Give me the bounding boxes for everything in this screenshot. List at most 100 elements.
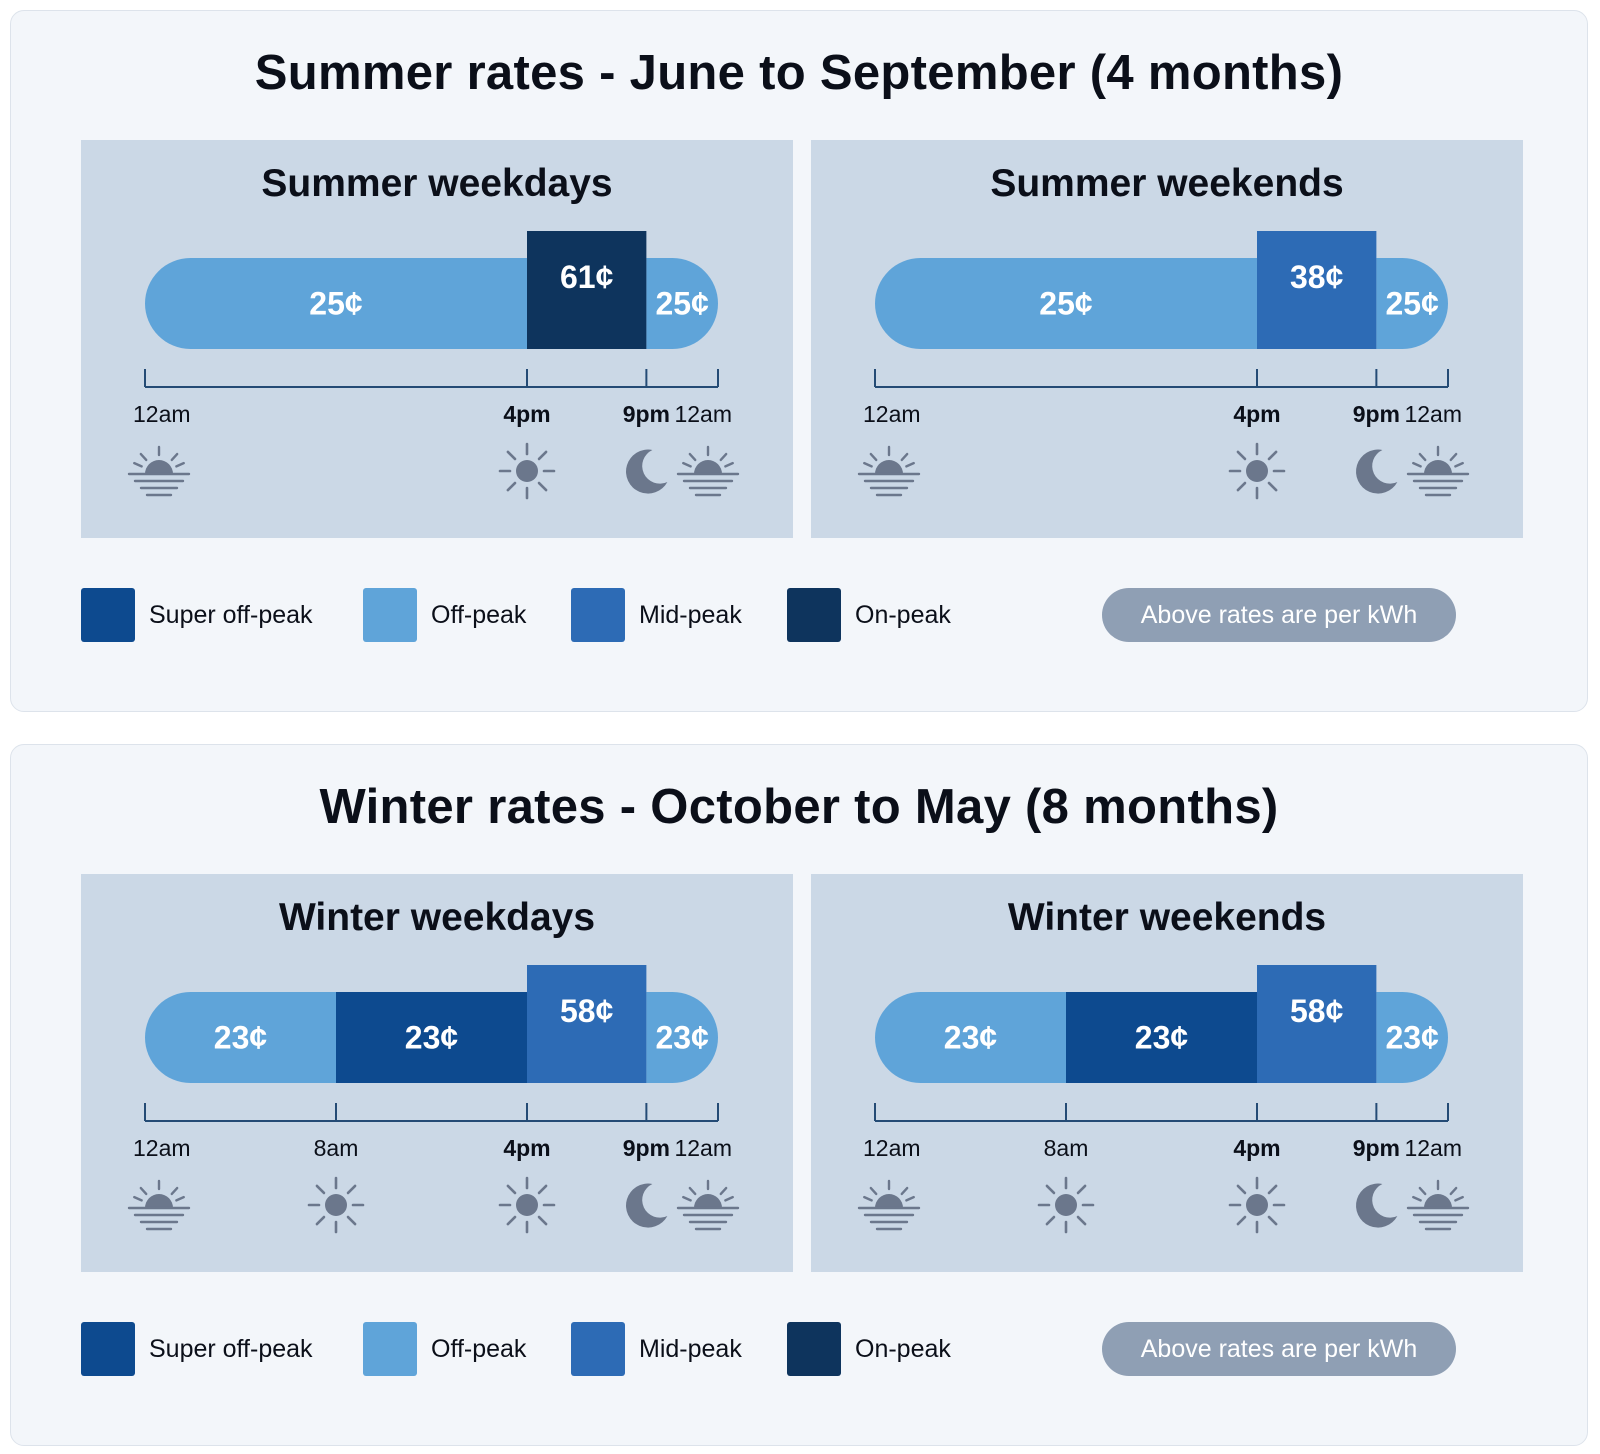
rate-label: 25¢: [309, 286, 363, 322]
legend-item-super-off-peak: Super off-peak: [81, 588, 313, 642]
rate-segment-mid-peak: [527, 965, 647, 1083]
rate-label: 23¢: [1385, 1020, 1439, 1056]
off-peak-swatch: [363, 588, 417, 642]
sun-icon: [498, 1176, 556, 1234]
summer-weekdays-panel: Summer weekdays 25¢ 61¢ 25¢ 12am 4pm 9pm 12am: [81, 140, 793, 538]
legend: Super off-peak Off-peak Mid-peak On-peak…: [81, 1322, 1587, 1376]
time-label: 8am: [1044, 1135, 1089, 1161]
rate-segment-super-off-peak: [336, 992, 527, 1083]
legend-item-mid-peak: Mid-peak: [571, 1322, 742, 1376]
rate-timeline: 23¢ 23¢58¢23¢12am 8am 4pm 9pm 12am: [857, 965, 1470, 1234]
time-label: 9pm: [623, 1135, 670, 1161]
season-title: Winter rates - October to May (8 months): [319, 780, 1279, 834]
sunrise-icon: [857, 445, 921, 497]
rate-label: 61¢: [560, 259, 614, 295]
rate-label: 23¢: [405, 1020, 459, 1056]
legend-item-off-peak: Off-peak: [363, 588, 526, 642]
time-label: 12am: [1404, 1135, 1462, 1161]
rate-segment-off-peak: [646, 992, 718, 1083]
time-label: 12am: [674, 1135, 732, 1161]
rate-label: 38¢: [1290, 259, 1344, 295]
sun-icon: [498, 442, 556, 500]
rate-label: 58¢: [560, 993, 614, 1029]
panel-title: Winter weekends: [1007, 896, 1327, 939]
on-peak-swatch: [787, 588, 841, 642]
rate-label: 25¢: [655, 286, 709, 322]
time-label: 4pm: [503, 401, 550, 427]
rate-segment-off-peak: [1376, 258, 1448, 349]
sunrise-icon: [1406, 1179, 1470, 1231]
time-label: 4pm: [1233, 1135, 1280, 1161]
rate-label: 23¢: [214, 1020, 268, 1056]
legend-item-on-peak: On-peak: [787, 588, 951, 642]
time-label: 4pm: [1233, 401, 1280, 427]
super-off-peak-swatch: [81, 1322, 135, 1376]
mid-peak-swatch: [571, 1322, 625, 1376]
rate-unit-note: Above rates are per kWh: [1102, 588, 1456, 642]
rate-bar: 23¢ 23¢ 58¢ 23¢: [875, 965, 1448, 1083]
rate-timeline: 25¢61¢25¢12am 4pm 9pm 12am: [127, 231, 740, 500]
legend-item-mid-peak: Mid-peak: [571, 588, 742, 642]
time-label: 12am: [863, 401, 921, 427]
legend-label: Off-peak: [431, 600, 527, 629]
time-axis: 12am 8am 4pm 9pm 12am: [133, 1103, 732, 1161]
rate-label: 23¢: [944, 1020, 998, 1056]
rate-bar: 23¢ 23¢ 58¢ 23¢: [145, 965, 718, 1083]
time-label: 12am: [133, 1135, 191, 1161]
time-label: 8am: [314, 1135, 359, 1161]
rate-segment-off-peak: [646, 258, 718, 349]
super-off-peak-swatch: [81, 588, 135, 642]
time-label: 9pm: [623, 401, 670, 427]
rate-timeline: 25¢38¢25¢12am 4pm 9pm 12am: [857, 231, 1470, 500]
legend-label: Off-peak: [431, 1334, 527, 1363]
time-axis: 12am 4pm 9pm 12am: [133, 369, 732, 427]
time-label: 9pm: [1353, 401, 1400, 427]
legend-item-on-peak: On-peak: [787, 1322, 951, 1376]
sunrise-icon: [676, 1179, 740, 1231]
winter-rates-section: Winter rates - October to May (8 months)…: [10, 744, 1588, 1446]
legend-label: On-peak: [855, 1334, 951, 1363]
sun-icon: [1228, 1176, 1286, 1234]
winter-weekends-panel: Winter weekends 23¢ 23¢ 58¢ 23¢ 12am 8am 4pm 9p…: [811, 874, 1523, 1272]
rate-segment-mid-peak: [1257, 965, 1377, 1083]
rate-label: 23¢: [655, 1020, 709, 1056]
rate-segment-super-off-peak: [1066, 992, 1257, 1083]
sunrise-icon: [127, 1179, 191, 1231]
rate-label: 23¢: [1135, 1020, 1189, 1056]
sunrise-icon: [676, 445, 740, 497]
summer-weekends-panel: Summer weekends 25¢ 38¢ 25¢ 12am 4pm 9pm 12am: [811, 140, 1523, 538]
rate-segment-off-peak: [875, 258, 1257, 349]
rate-segment-mid-peak: [1257, 231, 1377, 349]
rate-segment-off-peak: [145, 258, 527, 349]
moon-icon: [626, 449, 668, 494]
rate-label: 25¢: [1039, 286, 1093, 322]
legend-label: Mid-peak: [639, 600, 742, 629]
time-label: 12am: [674, 401, 732, 427]
panel-title: Winter weekdays: [278, 896, 596, 939]
legend: Super off-peak Off-peak Mid-peak On-peak…: [81, 588, 1587, 642]
season-title: Summer rates - June to September (4 mont…: [254, 46, 1344, 100]
off-peak-swatch: [363, 1322, 417, 1376]
rate-bar: 25¢ 61¢ 25¢: [145, 231, 718, 349]
sun-icon: [1037, 1176, 1095, 1234]
time-label: 4pm: [503, 1135, 550, 1161]
sun-icon: [307, 1176, 365, 1234]
moon-icon: [1356, 449, 1398, 494]
sun-icon: [1228, 442, 1286, 500]
time-label: 9pm: [1353, 1135, 1400, 1161]
rate-bar: 25¢ 38¢ 25¢: [875, 231, 1448, 349]
rate-segment-off-peak: [145, 992, 336, 1083]
rate-timeline: 23¢ 23¢58¢23¢12am 8am 4pm 9pm 12am: [127, 965, 740, 1234]
moon-icon: [1356, 1183, 1398, 1228]
on-peak-swatch: [787, 1322, 841, 1376]
summer-rates-section: Summer rates - June to September (4 mont…: [10, 10, 1588, 712]
panel-title: Summer weekends: [990, 162, 1344, 205]
sunrise-icon: [857, 1179, 921, 1231]
panel-title: Summer weekdays: [261, 162, 613, 205]
time-label: 12am: [1404, 401, 1462, 427]
time-axis: 12am 4pm 9pm 12am: [863, 369, 1462, 427]
legend-item-off-peak: Off-peak: [363, 1322, 526, 1376]
legend-label: Super off-peak: [149, 1334, 313, 1363]
rate-label: 58¢: [1290, 993, 1344, 1029]
sunrise-icon: [127, 445, 191, 497]
